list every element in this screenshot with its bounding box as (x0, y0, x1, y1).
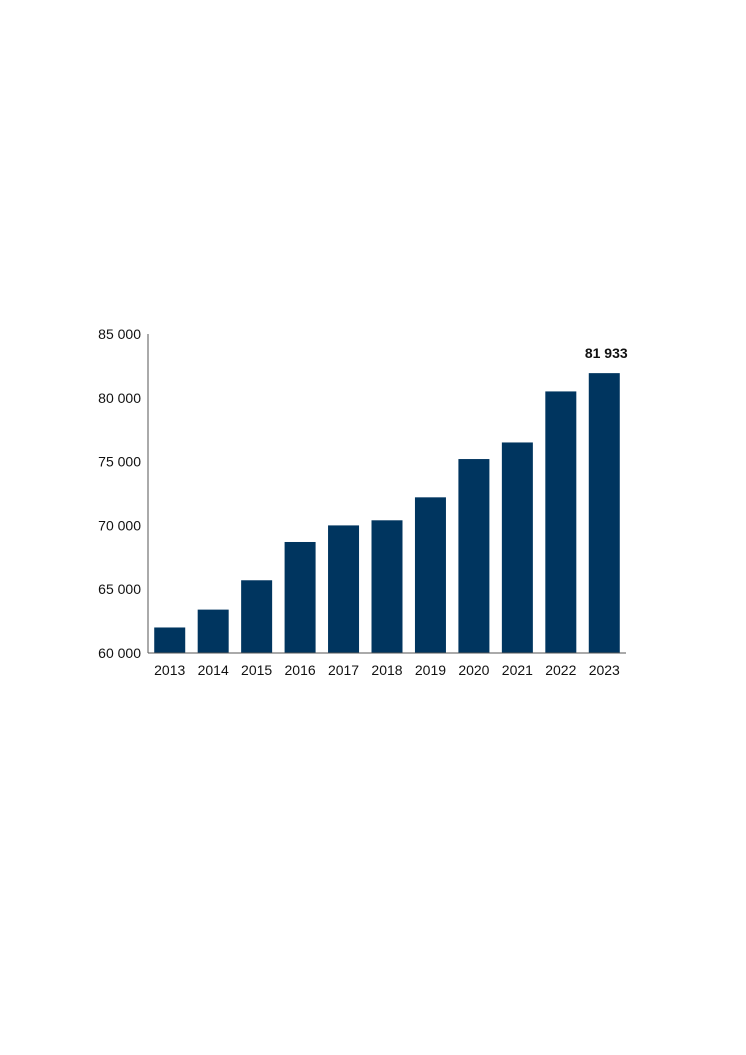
x-tick-label: 2016 (285, 662, 316, 678)
y-tick-label: 70 000 (98, 517, 141, 533)
x-tick-label: 2015 (241, 662, 272, 678)
y-axis-ticks: 60 000 65 000 70 000 75 000 80 000 85 000 (98, 326, 141, 661)
x-tick-label: 2017 (328, 662, 359, 678)
x-tick-label: 2013 (154, 662, 185, 678)
bar-2017 (328, 525, 360, 653)
x-axis-ticks: 2013 2014 2015 2016 2017 2018 2019 2020 2021 2022… (154, 662, 620, 678)
bar-2023 (588, 373, 620, 653)
y-tick-label: 85 000 (98, 326, 141, 342)
bar-2020 (458, 459, 490, 653)
x-tick-label: 2014 (198, 662, 229, 678)
bar-2016 (284, 541, 316, 653)
y-tick-label: 65 000 (98, 581, 141, 597)
y-tick-label: 75 000 (98, 454, 141, 470)
x-tick-label: 2019 (415, 662, 446, 678)
bar-2013 (154, 627, 186, 653)
x-tick-label: 2022 (545, 662, 576, 678)
bar-2018 (371, 520, 403, 653)
bar-2022 (545, 391, 577, 653)
y-tick-label: 60 000 (98, 645, 141, 661)
x-tick-label: 2021 (502, 662, 533, 678)
bar-2019 (414, 497, 446, 653)
y-tick-label: 80 000 (98, 390, 141, 406)
bar-2015 (241, 580, 273, 653)
data-label-2023: 81 933 (585, 345, 628, 361)
bars (154, 373, 620, 653)
x-tick-label: 2018 (371, 662, 402, 678)
bar-2014 (197, 609, 229, 653)
bar-2021 (501, 442, 533, 653)
data-labels: 81 933 (585, 345, 628, 361)
x-tick-label: 2020 (458, 662, 489, 678)
x-tick-label: 2023 (589, 662, 620, 678)
